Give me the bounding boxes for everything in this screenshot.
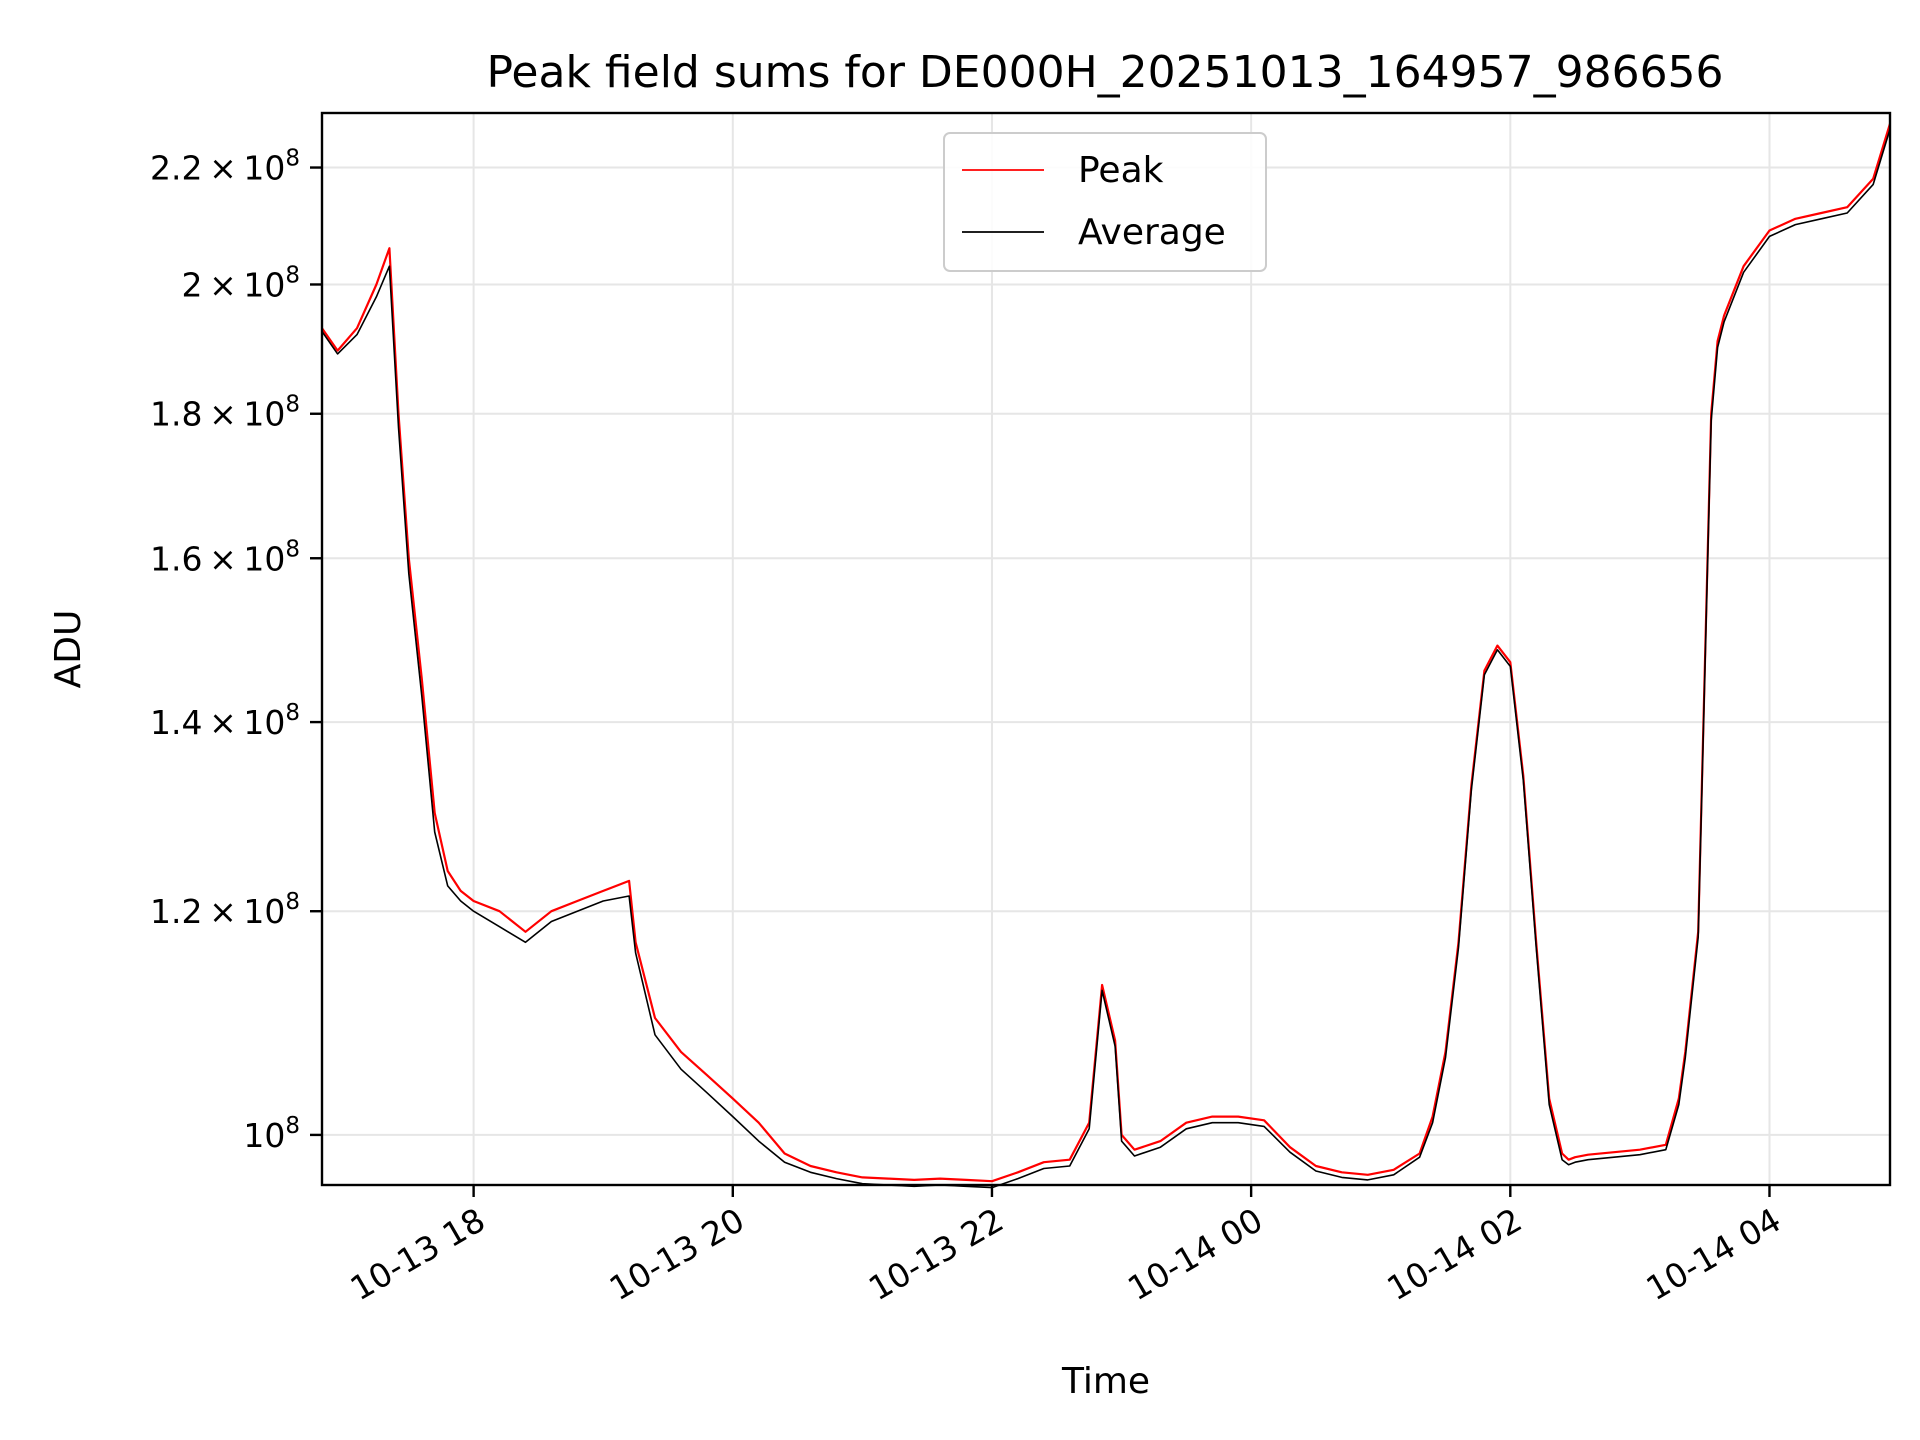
chart-title: Peak field sums for DE000H_20251013_1649…	[486, 47, 1723, 98]
y-tick-label: 2 × 108	[182, 262, 300, 304]
legend: Peak Average	[943, 132, 1267, 272]
y-tick-label: 108	[243, 1113, 300, 1155]
y-tick-label: 1.8 × 108	[150, 392, 300, 434]
series-layer	[321, 123, 1892, 1189]
y-tick-label: 1.4 × 108	[150, 700, 300, 742]
plot-frame	[320, 111, 1892, 1187]
y-gridlines	[322, 166, 1890, 1136]
legend-label-peak: Peak	[1078, 150, 1164, 191]
legend-label-average: Average	[1078, 212, 1226, 253]
x-gridlines	[472, 113, 1771, 1185]
x-axis-label: Time	[1061, 1361, 1150, 1402]
y-tick-label: 2.2 × 108	[150, 146, 300, 188]
legend-box	[943, 132, 1267, 272]
y-axis-ticks: 108 1.2 × 108 1.4 × 108 1.6 × 108 1.8 × 108 2…	[150, 146, 322, 1155]
y-axis-label: ADU	[48, 610, 89, 689]
series-line-peak	[321, 123, 1892, 1183]
series-line-average	[321, 128, 1891, 1189]
y-tick-label: 1.6 × 108	[150, 536, 300, 578]
y-tick-label: 1.2 × 108	[150, 889, 300, 931]
